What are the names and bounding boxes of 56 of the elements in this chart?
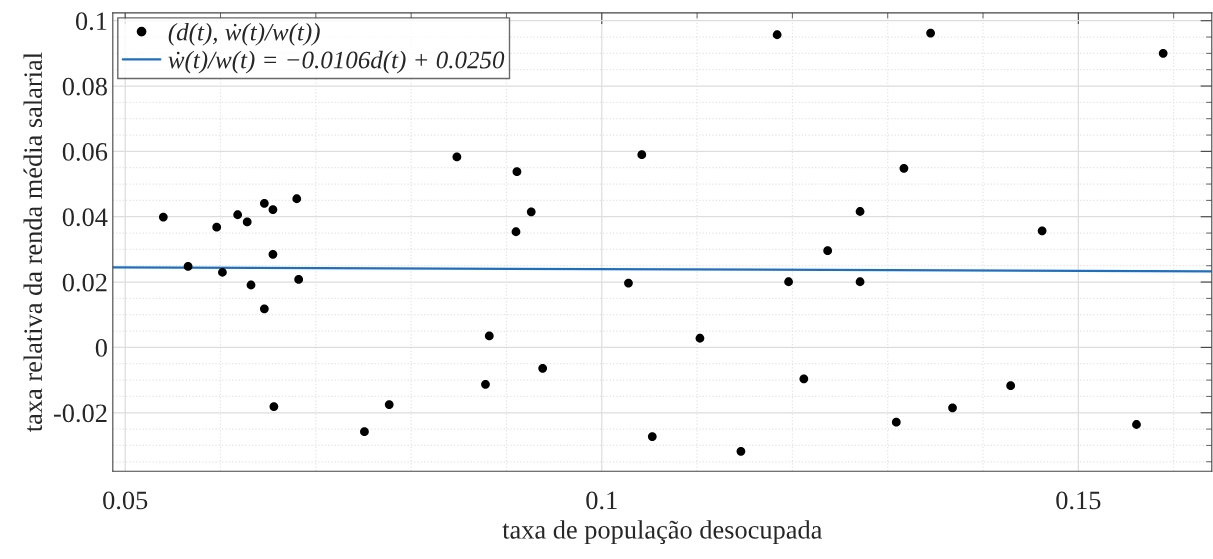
point — [637, 150, 647, 160]
point — [1132, 420, 1141, 429]
point — [511, 227, 521, 237]
point — [1006, 381, 1016, 391]
point — [268, 249, 278, 259]
point — [384, 400, 394, 409]
y-tick-label: 0.08 — [62, 77, 107, 96]
point — [855, 277, 865, 287]
point — [855, 207, 865, 216]
point — [948, 403, 957, 413]
point — [259, 198, 269, 208]
point — [926, 28, 935, 38]
point — [246, 280, 256, 290]
point — [891, 417, 901, 427]
y-tick-label: 0 — [95, 339, 107, 357]
point — [823, 246, 833, 256]
point — [538, 363, 548, 373]
point — [784, 277, 793, 287]
point — [512, 167, 522, 177]
legend-label: (d(t), ẇ(t)/w(t)) — [168, 23, 320, 46]
point — [360, 427, 369, 437]
point — [526, 207, 536, 217]
legend-label: ẇ(t)/w(t) = −0.0106d(t) + 0.0250 — [168, 50, 505, 74]
x-tick-label: 0.1 — [586, 491, 617, 510]
point — [1037, 226, 1047, 236]
point — [799, 374, 809, 384]
y-axis-title: taxa relativa da renda média salarial — [23, 52, 43, 432]
point — [242, 217, 252, 227]
point — [624, 278, 633, 288]
point — [183, 262, 193, 271]
point — [736, 446, 746, 456]
x-axis-title: taxa de população desocupada — [502, 520, 823, 545]
y-tick-label: 0.02 — [62, 273, 107, 292]
y-tick-label: 0.04 — [62, 208, 108, 227]
x-tick-label: 0.15 — [1056, 491, 1101, 510]
point — [292, 194, 302, 204]
point — [899, 163, 909, 173]
point — [212, 222, 222, 232]
point — [481, 379, 490, 389]
x-tick-label: 0.05 — [103, 491, 148, 510]
point — [269, 402, 279, 411]
y-tick-label: 0.1 — [75, 12, 107, 31]
point — [259, 304, 269, 314]
point — [218, 267, 227, 277]
y-tick-label: -0.02 — [53, 404, 107, 423]
point — [647, 432, 657, 441]
point — [1158, 48, 1168, 58]
point — [294, 275, 304, 284]
point — [158, 212, 168, 222]
y-tick-label: 0.06 — [62, 142, 108, 161]
point — [233, 210, 243, 220]
point — [484, 331, 494, 341]
point — [268, 205, 278, 214]
point — [772, 30, 782, 40]
point — [695, 333, 705, 343]
point — [452, 152, 462, 162]
